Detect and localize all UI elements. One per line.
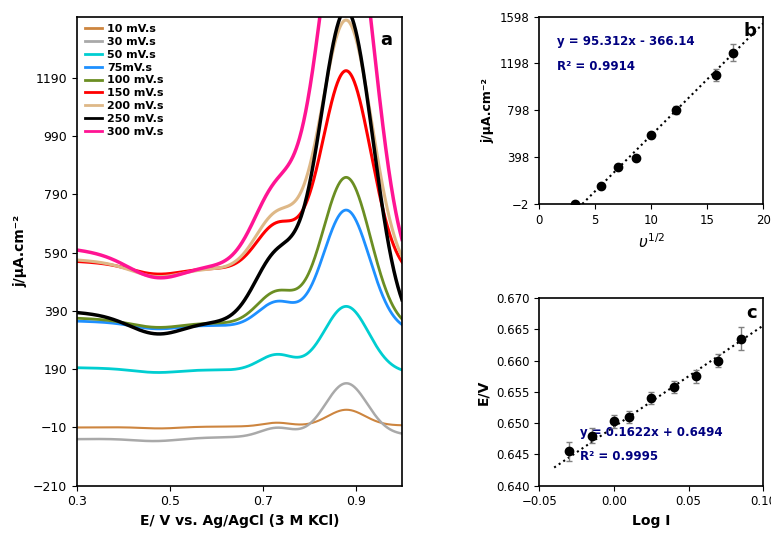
X-axis label: E/ V vs. Ag/AgCl (3 M KCl): E/ V vs. Ag/AgCl (3 M KCl)	[140, 514, 339, 528]
Y-axis label: E/V: E/V	[476, 379, 490, 405]
X-axis label: Log I: Log I	[632, 514, 671, 528]
Y-axis label: j/μA.cm⁻²: j/μA.cm⁻²	[14, 215, 28, 287]
Text: R² = 0.9914: R² = 0.9914	[557, 60, 635, 73]
Text: y = 0.1622x + 0.6494: y = 0.1622x + 0.6494	[580, 426, 722, 439]
Text: a: a	[380, 31, 392, 49]
Text: b: b	[744, 22, 756, 40]
Text: R² = 0.9995: R² = 0.9995	[580, 450, 658, 463]
X-axis label: $\upsilon^{1/2}$: $\upsilon^{1/2}$	[638, 232, 665, 251]
Y-axis label: j/μA.cm⁻²: j/μA.cm⁻²	[481, 78, 494, 143]
Legend: 10 mV.s, 30 mV.s, 50 mV.s, 75mV.s, 100 mV.s, 150 mV.s, 200 mV.s, 250 mV.s, 300 m: 10 mV.s, 30 mV.s, 50 mV.s, 75mV.s, 100 m…	[82, 22, 166, 139]
Text: c: c	[746, 304, 756, 322]
Text: y = 95.312x - 366.14: y = 95.312x - 366.14	[557, 35, 695, 49]
